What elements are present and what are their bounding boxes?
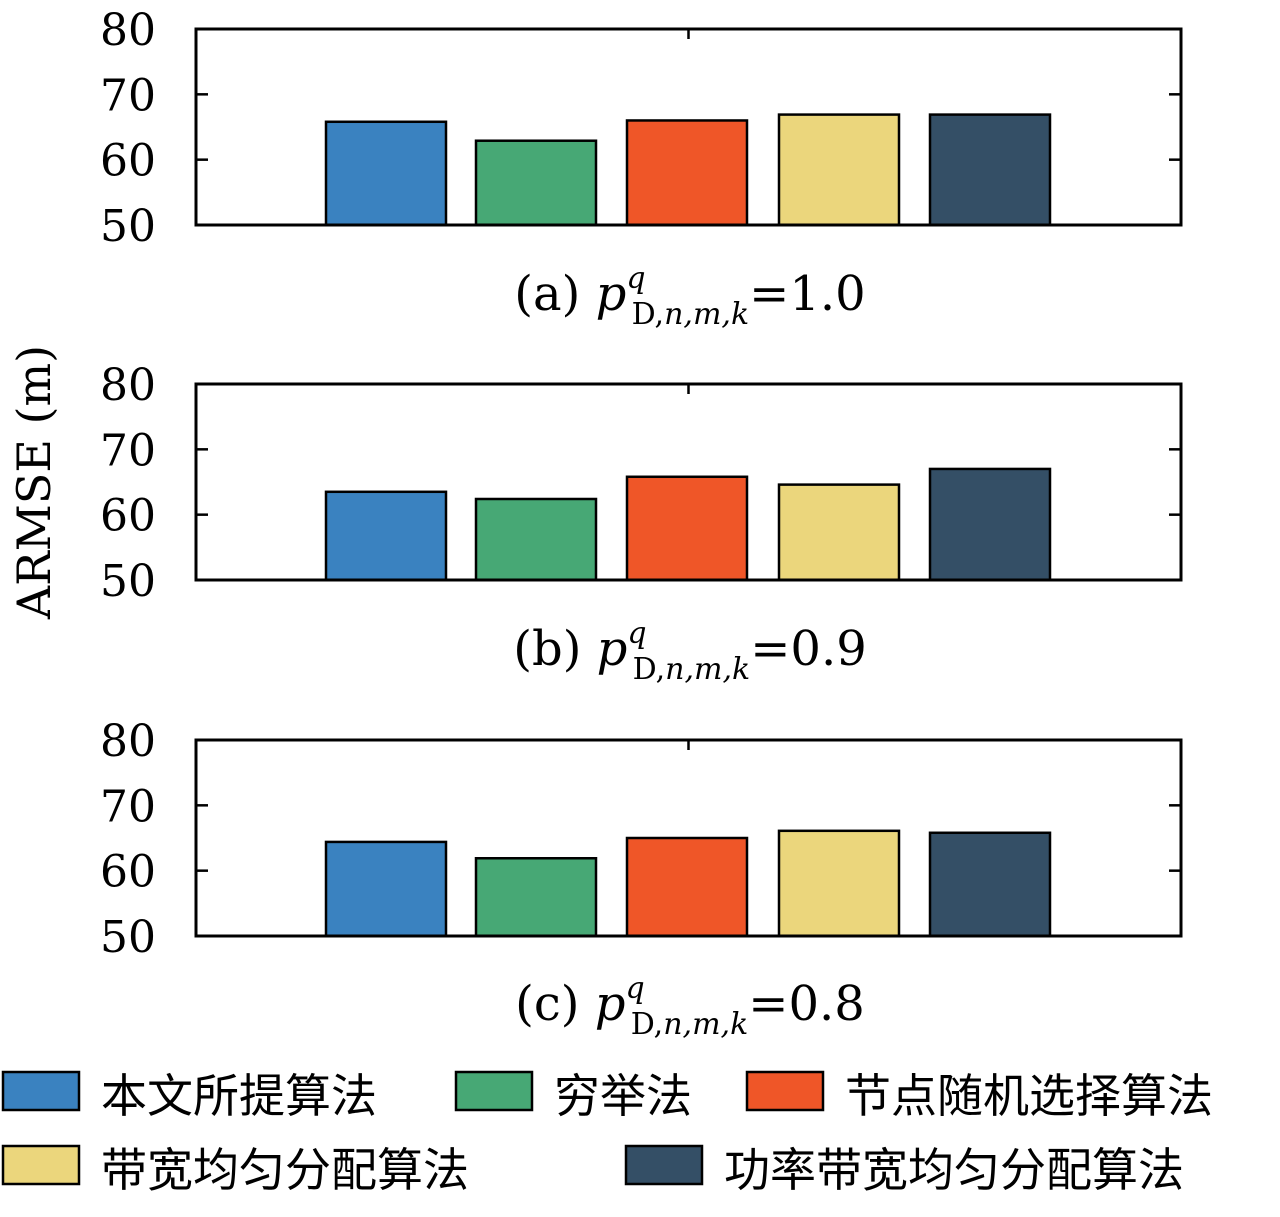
caption-symbol-sub-upright: D, — [633, 652, 666, 687]
caption-value: =0.8 — [748, 976, 865, 1032]
bar-panel1-series1 — [324, 120, 448, 227]
ytick-label-70: 70 — [100, 781, 156, 832]
bar-panel3-series2 — [474, 857, 598, 938]
ytick-label-70: 70 — [100, 425, 156, 476]
bar-panel3-series1 — [324, 840, 448, 938]
caption-symbol-sub-italic: n,m,k — [663, 1007, 748, 1042]
legend-swatch-2 — [454, 1070, 534, 1112]
caption-label: (c) — [515, 976, 595, 1032]
bar-panel1-series5 — [928, 113, 1052, 227]
bar-panel1-series4 — [777, 113, 901, 227]
caption-value: =1.0 — [749, 266, 866, 322]
ytick-label-80: 80 — [100, 716, 156, 767]
caption-symbol-sub-italic: n,m,k — [664, 297, 749, 332]
panel-caption-2: (b) pq D,n,m,k=0.9 — [513, 616, 867, 687]
caption-symbol-base: p — [595, 976, 626, 1032]
bar-panel2-series4 — [777, 483, 901, 582]
bar-panel2-series2 — [474, 497, 598, 582]
panel-3: 50 60 70 80 (c) pq D,n,m,k=0.8 — [100, 716, 1183, 1042]
ytick-label-80: 80 — [100, 5, 156, 56]
bar-panel2-series3 — [625, 475, 749, 582]
legend-label-5: 功率带宽均匀分配算法 — [724, 1143, 1184, 1197]
bar-panel1-series2 — [474, 139, 598, 227]
caption-symbol-sub-upright: D, — [631, 1007, 664, 1042]
ytick-label-60: 60 — [100, 847, 156, 898]
caption-label: (b) — [513, 621, 596, 677]
ytick-label-50: 50 — [100, 556, 156, 607]
legend-swatch-3 — [745, 1070, 825, 1112]
caption-symbol-sup: q — [626, 261, 645, 296]
bar-panel3-series3 — [625, 836, 749, 938]
ytick-label-60: 60 — [100, 136, 156, 187]
caption-symbol-sup: q — [627, 616, 646, 651]
caption-symbol-sup: q — [625, 971, 644, 1006]
caption-label: (a) — [514, 266, 595, 322]
ytick-label-70: 70 — [100, 70, 156, 121]
legend-swatch-1 — [1, 1070, 81, 1112]
caption-symbol-sub-upright: D, — [632, 297, 665, 332]
ytick-label-50: 50 — [100, 912, 156, 963]
caption-symbol-sub-italic: n,m,k — [665, 652, 750, 687]
legend-label-2: 穷举法 — [554, 1069, 692, 1123]
panel-1: 50 60 70 80 (a) pq D,n,m,k=1.0 — [100, 5, 1183, 332]
caption-symbol-base: p — [596, 266, 627, 322]
bar-panel3-series4 — [777, 829, 901, 938]
ytick-label-50: 50 — [100, 201, 156, 252]
ytick-label-80: 80 — [100, 360, 156, 411]
ytick-label-60: 60 — [100, 491, 156, 542]
bar-panel3-series5 — [928, 831, 1052, 938]
legend-label-4: 带宽均匀分配算法 — [101, 1143, 469, 1197]
caption-value: =0.9 — [750, 621, 867, 677]
legend-label-3: 节点随机选择算法 — [845, 1069, 1213, 1123]
bar-panel2-series1 — [324, 490, 448, 582]
panel-caption-3: (c) pq D,n,m,k=0.8 — [515, 971, 865, 1042]
caption-symbol-base: p — [597, 621, 628, 677]
bar-panel2-series5 — [928, 467, 1052, 582]
legend-swatch-5 — [624, 1144, 704, 1186]
legend-label-1: 本文所提算法 — [101, 1069, 377, 1123]
bar-panel1-series3 — [625, 119, 749, 227]
legend-swatch-4 — [1, 1144, 81, 1186]
panel-2: 50 60 70 80 (b) pq D,n,m,k=0.9 — [100, 360, 1183, 687]
panel-caption-1: (a) pq D,n,m,k=1.0 — [514, 261, 865, 332]
y-axis-label: ARMSE (m) — [7, 345, 61, 620]
